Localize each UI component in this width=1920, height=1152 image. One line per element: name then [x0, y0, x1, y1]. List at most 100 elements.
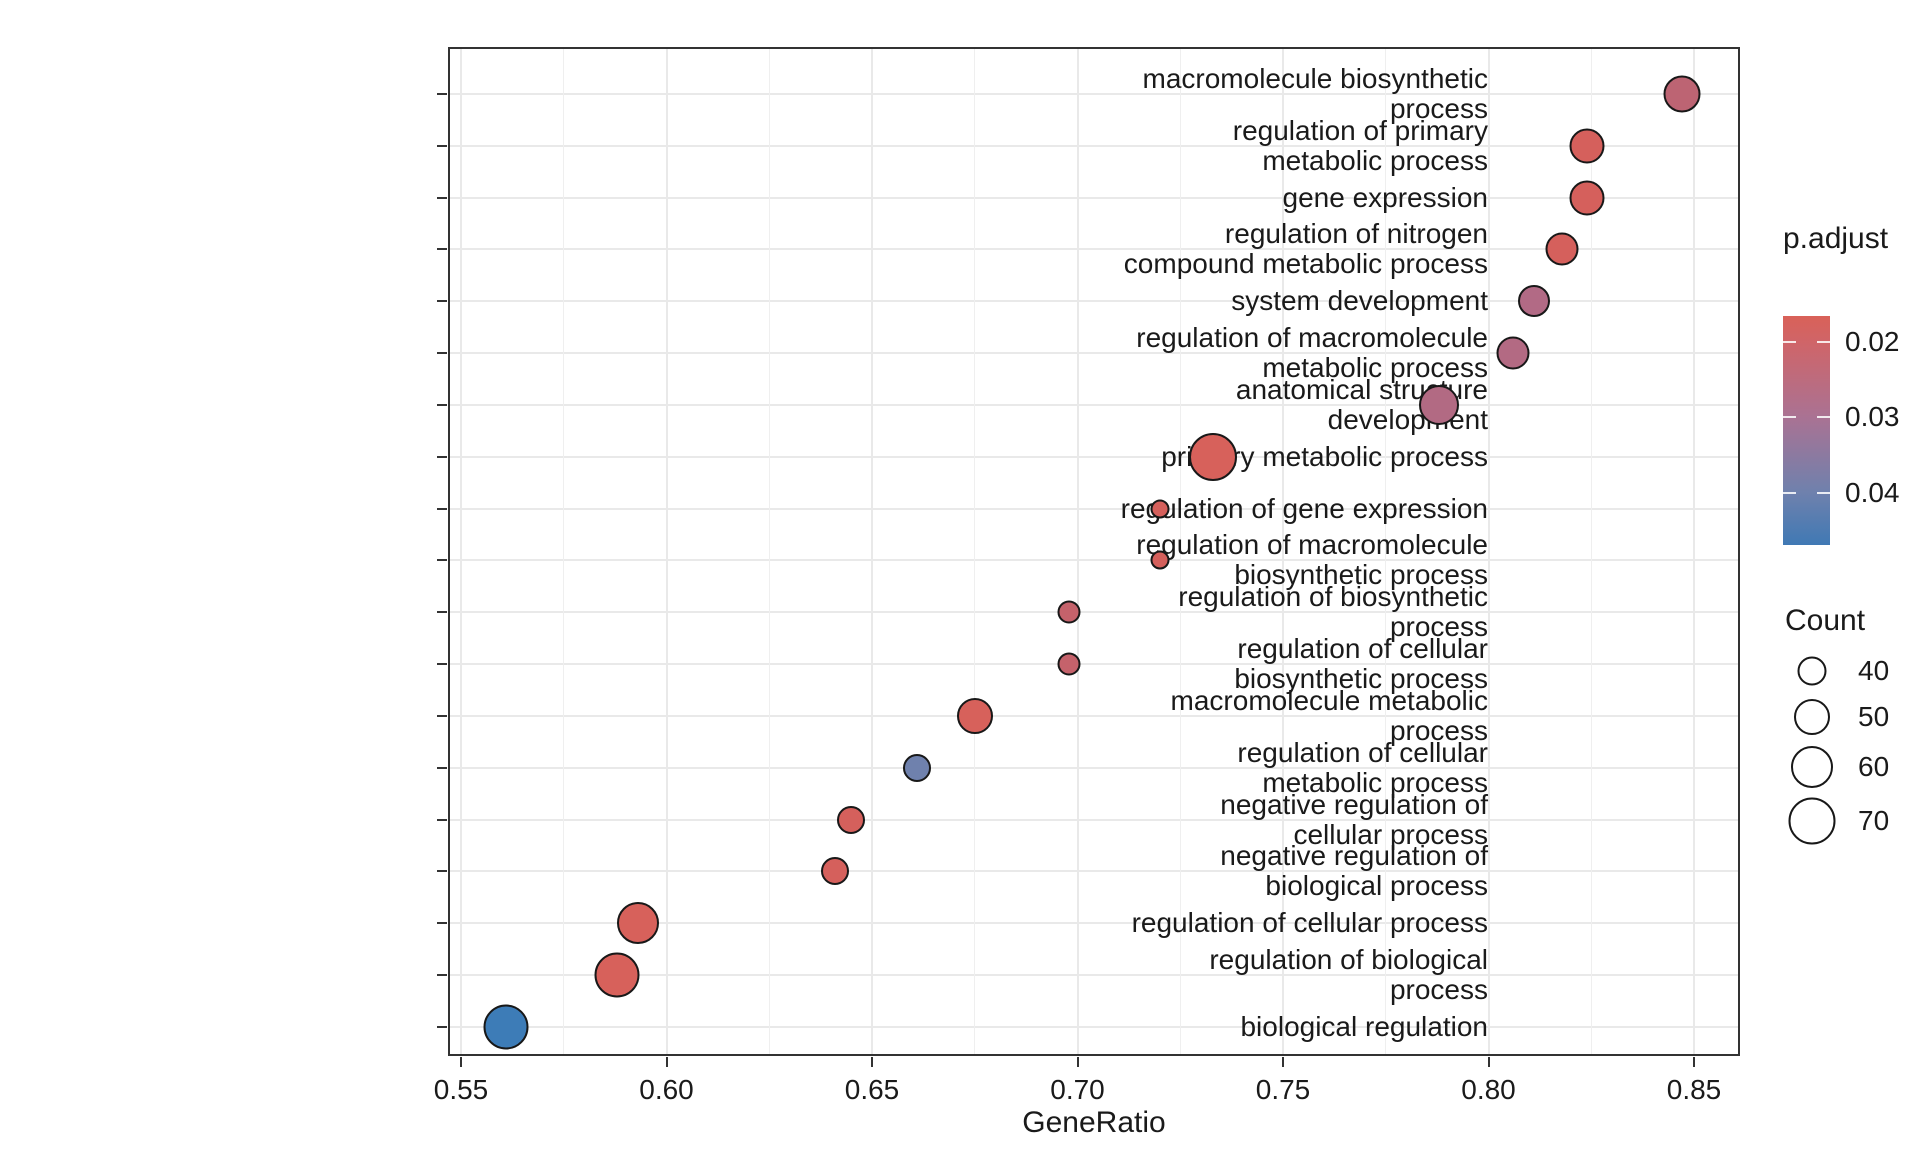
y-tick	[437, 766, 447, 769]
count-legend-circle	[1788, 797, 1836, 845]
x-axis-title: GeneRatio	[1022, 1106, 1166, 1139]
x-tick	[1693, 1057, 1695, 1067]
data-point	[1057, 600, 1081, 624]
data-point	[1496, 336, 1530, 370]
x-gridline	[665, 49, 668, 1054]
y-tick	[437, 818, 447, 821]
y-tick	[437, 144, 447, 147]
colorbar-tick-label: 0.03	[1845, 401, 1900, 433]
data-point	[1663, 75, 1701, 113]
y-gridline	[450, 300, 1738, 303]
x-gridline	[1076, 49, 1079, 1054]
y-gridline	[450, 663, 1738, 666]
x-tick-label: 0.60	[639, 1074, 694, 1105]
colorbar-tick-label: 0.02	[1845, 325, 1900, 357]
y-gridline	[450, 818, 1738, 821]
y-axis-term-label: regulation of primary metabolic process	[1232, 114, 1488, 176]
data-point	[903, 753, 932, 782]
y-tick	[437, 663, 447, 666]
colorbar-tick-left	[1783, 491, 1796, 494]
data-point	[1569, 180, 1605, 216]
data-point	[1057, 652, 1081, 676]
x-minor-gridline	[1179, 49, 1181, 1054]
y-gridline	[450, 144, 1738, 147]
data-point	[483, 1004, 529, 1050]
y-tick	[437, 196, 447, 199]
y-axis-term-label: macromolecule biosynthetic process	[1142, 63, 1489, 124]
data-point	[1150, 550, 1170, 570]
x-tick	[1282, 1057, 1284, 1067]
y-axis-term-label: regulation of biosynthetic process	[1178, 581, 1488, 643]
x-gridline	[460, 49, 462, 1054]
colorbar-tick-right	[1817, 491, 1830, 494]
y-tick	[437, 1025, 447, 1028]
y-tick	[437, 870, 447, 873]
y-gridline	[450, 870, 1738, 873]
count-legend-circle	[1794, 699, 1830, 735]
colorbar-tick-right	[1817, 416, 1830, 419]
x-gridline	[871, 49, 873, 1054]
y-gridline	[450, 974, 1738, 977]
colorbar-tick-left	[1783, 416, 1796, 419]
y-axis-term-label: regulation of gene expression	[1120, 492, 1488, 524]
y-gridline	[450, 248, 1738, 251]
y-gridline	[450, 714, 1738, 717]
data-point	[1419, 384, 1460, 425]
y-gridline	[450, 559, 1738, 562]
y-axis-term-label: biological regulation	[1240, 1010, 1488, 1042]
y-tick	[437, 714, 447, 717]
x-tick	[871, 1057, 873, 1067]
y-axis-term-label: negative regulation of cellular process	[1220, 788, 1488, 850]
y-gridline	[450, 403, 1738, 406]
y-tick	[437, 611, 447, 614]
x-minor-gridline	[1590, 49, 1592, 1054]
y-axis-term-label: regulation of cellular metabolic process	[1237, 736, 1488, 798]
y-axis-term-label: system development	[1231, 285, 1488, 317]
y-tick	[437, 248, 447, 251]
count-legend-circle	[1791, 746, 1833, 788]
count-legend-label: 60	[1858, 751, 1890, 782]
y-axis-term-label: gene expression	[1282, 181, 1488, 213]
data-point	[1150, 499, 1170, 519]
colorbar-tick-label: 0.04	[1845, 476, 1900, 508]
data-point	[956, 697, 993, 734]
x-tick-label: 0.85	[1666, 1074, 1722, 1105]
data-point	[837, 805, 866, 834]
count-legend-circle	[1797, 656, 1827, 686]
x-gridline	[1693, 49, 1695, 1054]
x-tick-label: 0.80	[1461, 1074, 1516, 1105]
x-gridline	[1282, 49, 1284, 1054]
y-axis-term-label: regulation of macromolecule biosynthetic …	[1136, 529, 1488, 591]
data-point	[1189, 432, 1238, 481]
data-point	[1545, 232, 1579, 266]
y-gridline	[450, 507, 1738, 510]
x-tick	[1076, 1057, 1079, 1067]
x-minor-gridline	[563, 49, 565, 1054]
count-legend-label: 50	[1858, 701, 1890, 732]
colorbar-tick-right	[1817, 340, 1830, 343]
x-tick	[665, 1057, 668, 1067]
y-gridline	[450, 93, 1738, 95]
data-point	[594, 952, 640, 998]
y-tick	[437, 507, 447, 510]
y-gridline	[450, 352, 1738, 355]
padjust-legend-title: p.adjust	[1783, 222, 1889, 255]
x-tick-label: 0.75	[1255, 1074, 1311, 1105]
y-axis-term-label: macromolecule metabolic process	[1170, 684, 1488, 746]
y-gridline	[450, 922, 1738, 925]
y-tick	[437, 300, 447, 303]
x-gridline	[1487, 49, 1490, 1054]
count-legend-title: Count	[1785, 604, 1866, 637]
y-tick	[437, 93, 447, 95]
x-tick-label: 0.55	[433, 1074, 489, 1105]
y-axis-term-label: regulation of macromolecule metabolic pro…	[1136, 322, 1488, 384]
data-point	[1569, 128, 1605, 164]
count-legend-label: 40	[1858, 655, 1890, 686]
count-legend-label: 70	[1858, 805, 1890, 836]
data-point	[616, 902, 659, 945]
padjust-colorbar	[1783, 316, 1830, 545]
y-tick	[437, 922, 447, 925]
y-tick	[437, 352, 447, 355]
x-minor-gridline	[974, 49, 976, 1054]
